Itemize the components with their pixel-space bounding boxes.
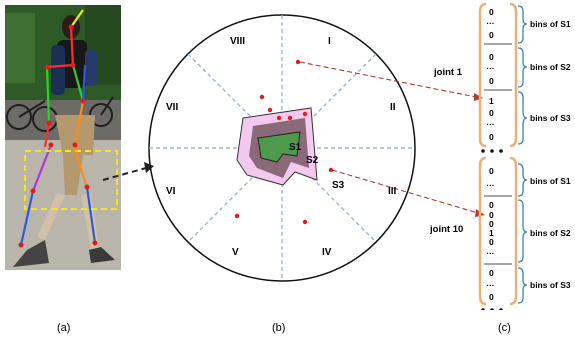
sector-label-ii: II xyxy=(390,102,396,113)
vec-j1-s1-v2: 0 xyxy=(489,30,494,40)
panel-b-shape-context xyxy=(148,14,416,282)
vec-j10-s3-v0: 0 xyxy=(489,268,494,278)
vec-j10-s1-v1: … xyxy=(486,178,495,188)
panel-c-vectors xyxy=(478,2,528,310)
arrow-a-to-b xyxy=(102,162,154,181)
vec-j1-s3-v0: 1 xyxy=(489,96,494,106)
vec-j10-s2-v4: 0 xyxy=(489,237,494,247)
joint-label-1: joint 1 xyxy=(434,67,462,78)
vec-j10-s3-v1: … xyxy=(486,278,495,288)
vec-j10-s2-v2: 0 xyxy=(489,219,494,229)
point xyxy=(276,115,282,121)
region-label-s3: S3 xyxy=(332,180,345,191)
bin-label-j10-s3: bins of S3 xyxy=(530,280,571,290)
vec-j1-s3-v2: … xyxy=(486,117,495,127)
bin-label-j1-s2: bins of S2 xyxy=(530,62,571,72)
point xyxy=(302,219,308,225)
sector-label-v: V xyxy=(232,247,239,258)
caption-b: (b) xyxy=(272,322,286,334)
point xyxy=(302,111,308,117)
sector-label-vii: VII xyxy=(166,102,179,113)
point xyxy=(267,107,273,113)
vec-j1-s2-v1: … xyxy=(486,61,495,71)
region-label-s1: S1 xyxy=(289,142,302,153)
sector-label-vi: VI xyxy=(166,186,176,197)
region-s1 xyxy=(257,131,301,163)
point xyxy=(234,213,240,219)
caption-c: (c) xyxy=(498,322,511,334)
region-label-s2: S2 xyxy=(306,155,319,166)
bin-label-j10-s2: bins of S2 xyxy=(530,228,571,238)
vec-j1-s1-v0: 0 xyxy=(489,7,494,17)
vec-j10-s2-v0: 0 xyxy=(489,200,494,210)
vec-j10-s1-v0: 0 xyxy=(489,166,494,176)
bin-label-j1-s3: bins of S3 xyxy=(530,113,571,123)
sector-label-iv: IV xyxy=(322,247,332,258)
vec-j10-s2-v3: 1 xyxy=(489,228,494,238)
vec-j1-s3-v1: 0 xyxy=(489,108,494,118)
vec-j1-s2-v2: 0 xyxy=(489,76,494,86)
vec-j10-s2-v5: … xyxy=(486,246,495,256)
sector-label-iii: III xyxy=(388,186,397,197)
bin-label-j10-s1: bins of S1 xyxy=(530,176,571,186)
vec-j10-s2-v1: 0 xyxy=(489,210,494,220)
joint-label-10: joint 10 xyxy=(430,224,464,235)
region-box xyxy=(24,150,118,210)
vec-j1-s1-v1: … xyxy=(486,16,495,26)
point xyxy=(295,59,301,65)
caption-a: (a) xyxy=(57,322,71,334)
point xyxy=(328,167,334,173)
point xyxy=(287,115,293,121)
vec-j1-s2-v0: 0 xyxy=(489,52,494,62)
sector-label-i: I xyxy=(328,36,331,47)
panel-a-photo xyxy=(5,5,121,270)
sector-label-viii: VIII xyxy=(230,36,246,47)
bin-label-j1-s1: bins of S1 xyxy=(530,19,571,29)
vec-j1-s3-v3: 0 xyxy=(489,132,494,142)
vec-j10-s3-v2: 0 xyxy=(489,292,494,302)
point xyxy=(259,94,265,100)
